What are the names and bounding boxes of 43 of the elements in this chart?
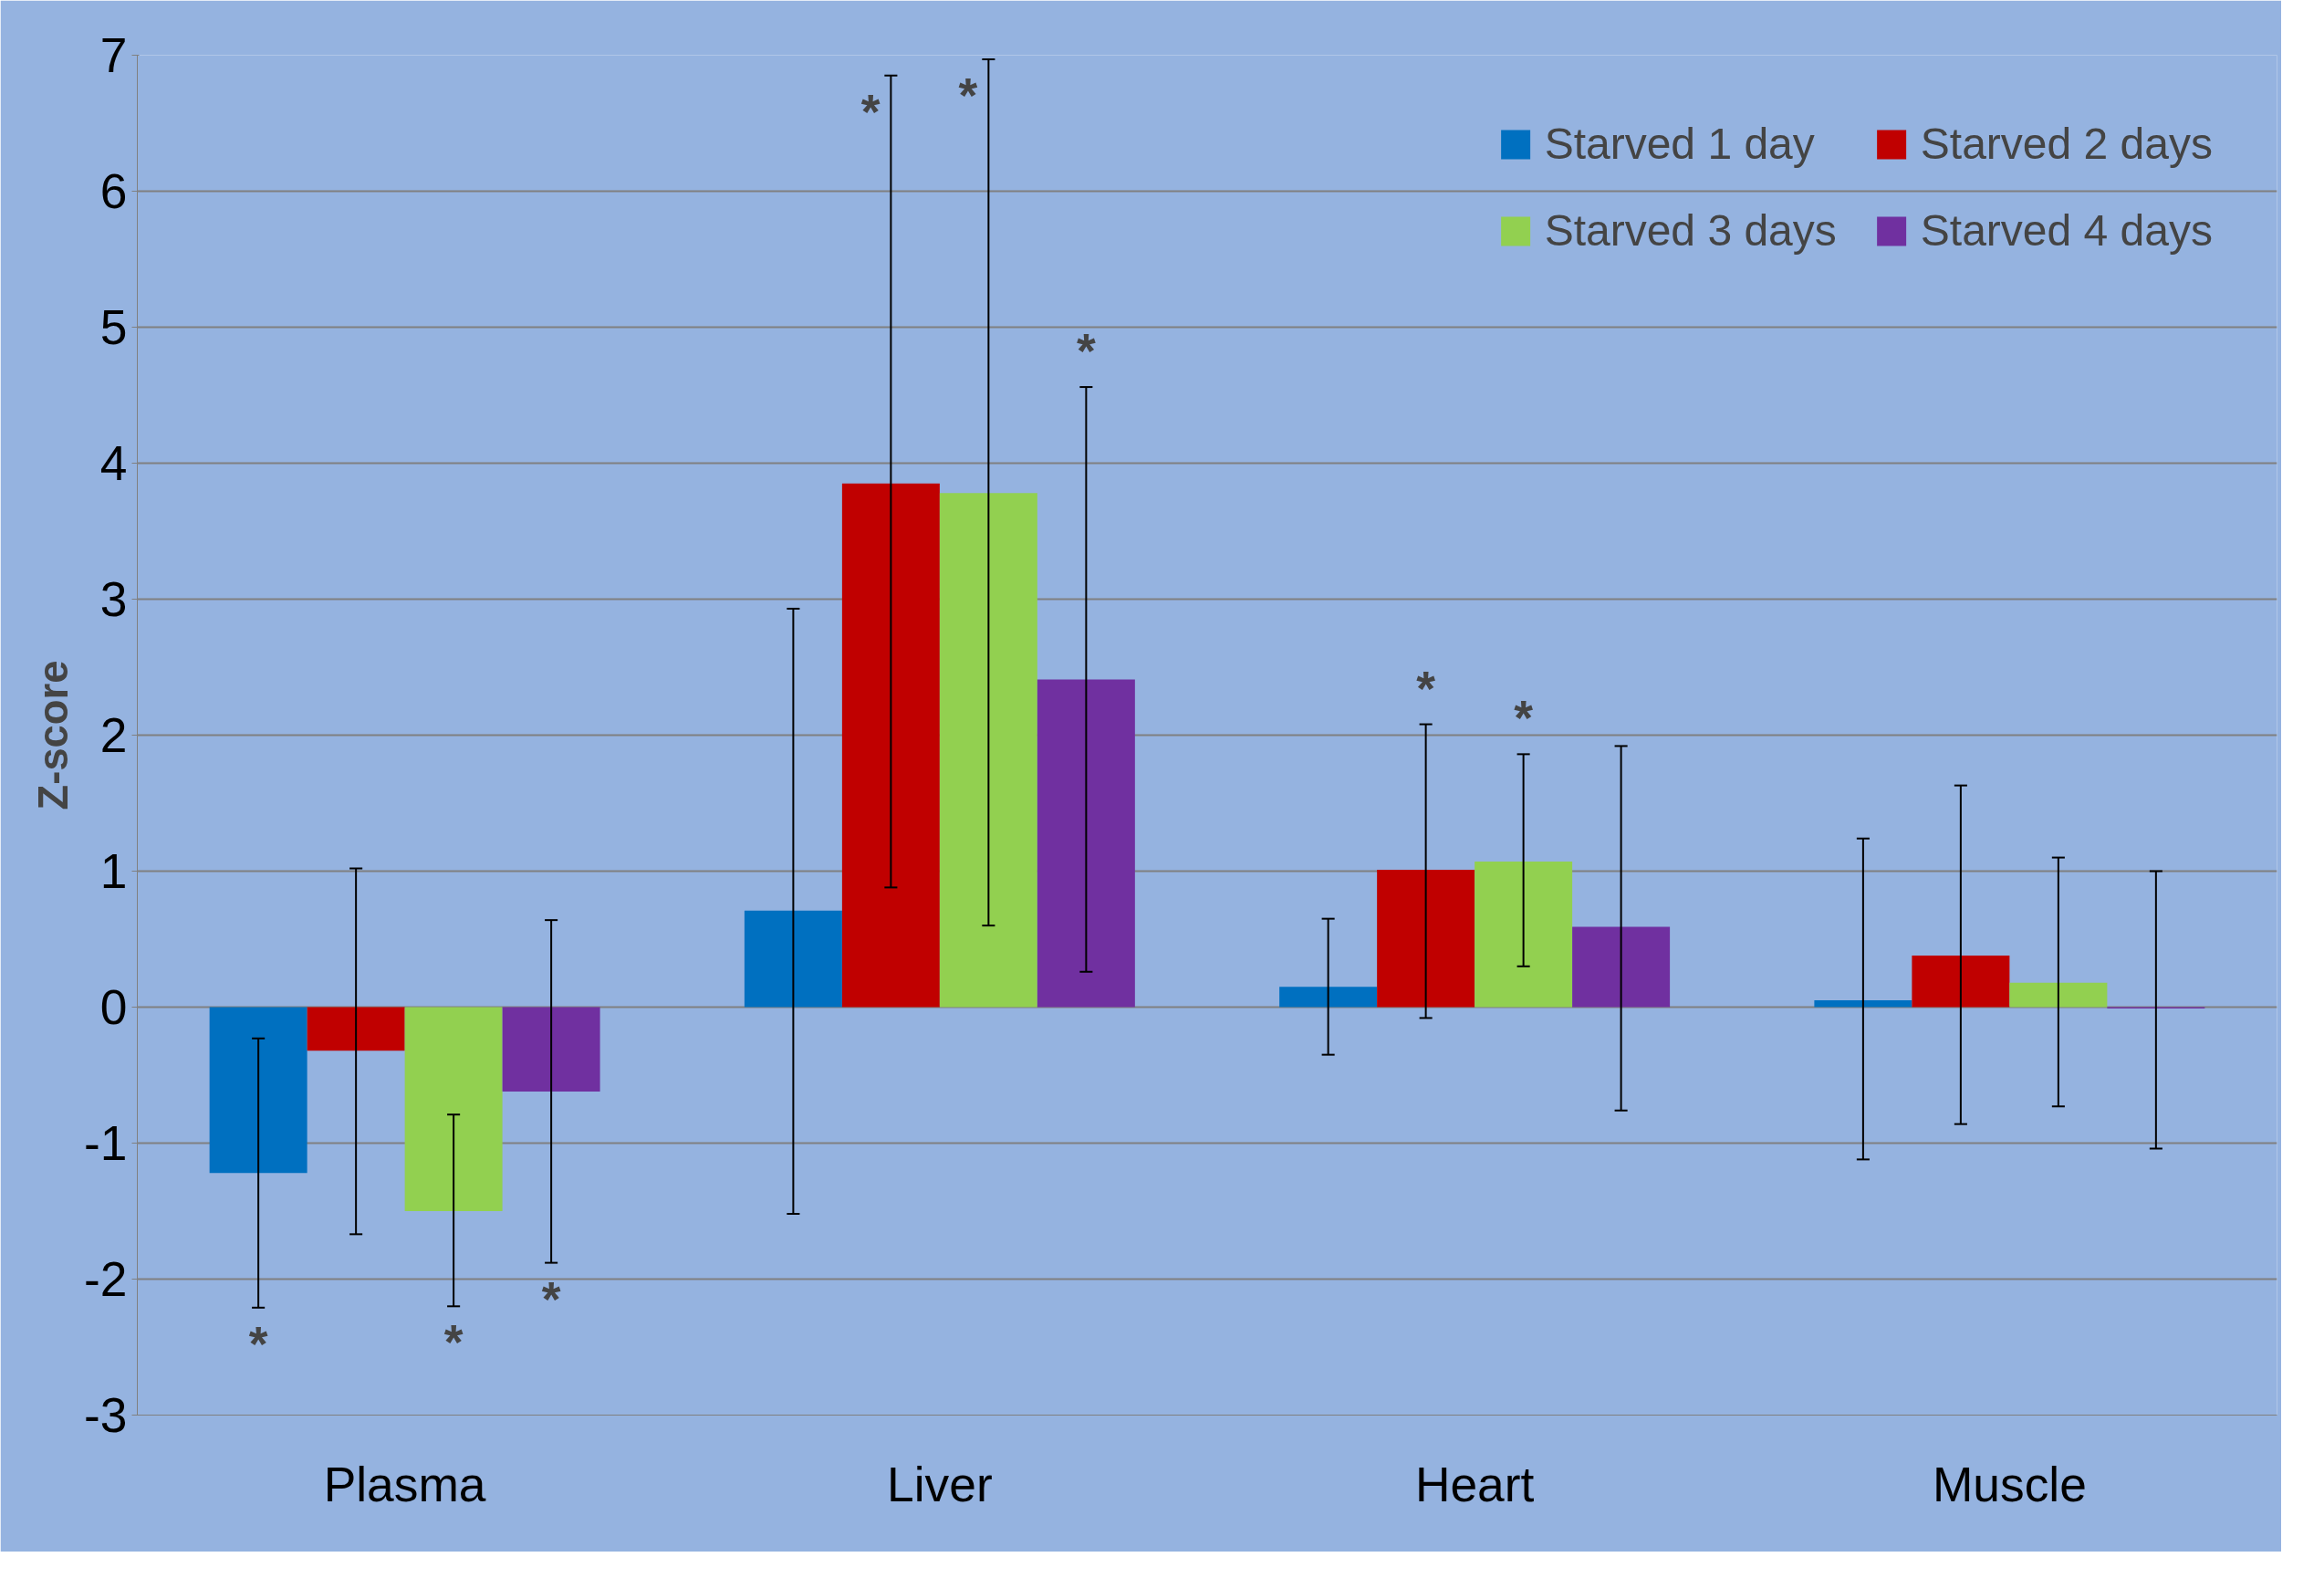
bar	[209, 1007, 307, 1174]
bar	[1037, 679, 1135, 1008]
y-tick-label: 3	[99, 572, 128, 626]
annotation: *	[1514, 691, 1534, 746]
y-tick-label: -2	[84, 1252, 128, 1306]
annotation: *	[443, 1315, 464, 1370]
bar	[1912, 955, 2010, 1008]
bar	[502, 1007, 600, 1092]
x-tick-label: Liver	[887, 1457, 993, 1511]
y-tick-label: 2	[99, 708, 128, 762]
y-tick-label: 7	[99, 28, 128, 82]
y-tick-label: 4	[99, 436, 128, 490]
bar	[1279, 987, 1378, 1008]
x-tick-label: Plasma	[323, 1457, 486, 1511]
legend-label: Starved 4 days	[1920, 205, 2213, 256]
x-tick-label: Muscle	[1932, 1457, 2087, 1511]
bar	[1377, 870, 1475, 1008]
annotation: *	[958, 68, 978, 122]
bar	[2009, 982, 2108, 1008]
bar	[1814, 1000, 1912, 1008]
annotation: *	[1076, 324, 1096, 379]
legend-label: Starved 2 days	[1920, 119, 2213, 169]
bar	[1475, 862, 1573, 1008]
annotation: *	[1416, 661, 1436, 716]
bar	[404, 1007, 503, 1211]
legend-label: Starved 3 days	[1544, 205, 1837, 256]
y-axis-title: Z-score	[30, 660, 78, 810]
bar	[744, 910, 842, 1008]
bar	[307, 1007, 405, 1051]
x-tick-label: Heart	[1414, 1457, 1535, 1511]
y-tick-label: 0	[99, 980, 128, 1034]
bar	[841, 483, 940, 1008]
annotation: *	[860, 84, 881, 139]
annotation: *	[541, 1271, 561, 1326]
bar	[939, 493, 1037, 1008]
legend-label: Starved 1 day	[1544, 119, 1815, 169]
y-tick-label: 5	[99, 300, 128, 354]
y-tick-label: 6	[99, 164, 128, 218]
y-tick-label: -1	[84, 1116, 128, 1170]
y-tick-label: 1	[99, 844, 128, 898]
annotation: *	[248, 1316, 268, 1371]
bar	[1572, 926, 1671, 1008]
y-tick-label: -3	[84, 1388, 128, 1442]
